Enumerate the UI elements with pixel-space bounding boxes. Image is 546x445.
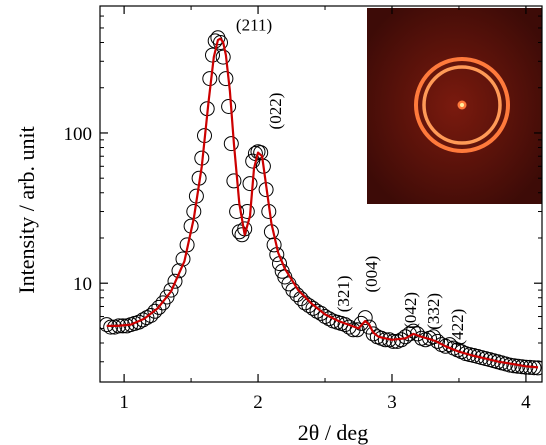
data-point (143, 308, 159, 323)
data-point (426, 329, 441, 345)
x-tick-label: 4 (521, 392, 531, 413)
data-point (223, 136, 239, 152)
peak-label: (211) (236, 16, 272, 35)
data-point (147, 303, 163, 319)
peak-label: (022) (266, 93, 285, 130)
data-point (215, 49, 231, 65)
data-point (365, 326, 381, 342)
data-point (131, 314, 147, 330)
plot-frame (99, 5, 543, 383)
data-point (357, 310, 373, 326)
y-tick-label: 10 (73, 274, 92, 295)
peak-label: (321) (334, 275, 353, 312)
data-point (301, 298, 317, 314)
peak-label: (422) (448, 309, 467, 346)
inset-background (367, 8, 542, 204)
data-point (229, 204, 245, 219)
data-point (213, 35, 228, 50)
y-tick-label: 100 (64, 124, 93, 145)
data-point (218, 71, 234, 87)
data-point (159, 289, 175, 305)
data-point (210, 30, 226, 46)
data-point (242, 176, 258, 192)
data-point (305, 300, 321, 316)
axes-box (99, 5, 543, 383)
data-point (163, 282, 179, 298)
data-point (100, 317, 115, 333)
outer-ring (414, 57, 510, 153)
data-point (397, 329, 413, 345)
data-point (151, 299, 167, 315)
data-point (430, 333, 445, 349)
data-point (526, 360, 542, 376)
data-point (345, 322, 361, 338)
data-point (317, 309, 333, 324)
data-point (167, 273, 183, 289)
inner-ring (422, 65, 502, 145)
x-tick-label: 3 (387, 392, 397, 413)
data-point (135, 312, 151, 328)
data-point (171, 263, 187, 279)
data-point (530, 360, 542, 376)
data-point (245, 153, 261, 169)
data-point (226, 173, 242, 189)
peak-label: (004) (362, 256, 381, 293)
plot-area (100, 30, 542, 376)
data-point (103, 319, 119, 335)
axis-ticks (100, 5, 542, 382)
data-point (139, 310, 155, 326)
peak-label: (042) (401, 292, 420, 329)
y-axis-label: Intensity / arb. unit (14, 126, 39, 293)
diffraction-pattern-inset (367, 8, 542, 204)
x-tick-label: 1 (119, 392, 129, 413)
peak-annotations: (211) (022) (321) (004) (042) (332) (422) (236, 16, 467, 346)
x-tick-label: 2 (253, 392, 263, 413)
peak-label: (332) (424, 293, 443, 330)
data-point (221, 99, 237, 114)
data-point (313, 305, 329, 321)
fit-line (106, 37, 539, 369)
axis-tick-labels: 1 2 3 4 10 100 (64, 124, 532, 413)
x-axis-label: 2θ / deg (298, 420, 368, 445)
center-spot (460, 103, 464, 107)
data-point (309, 303, 325, 319)
